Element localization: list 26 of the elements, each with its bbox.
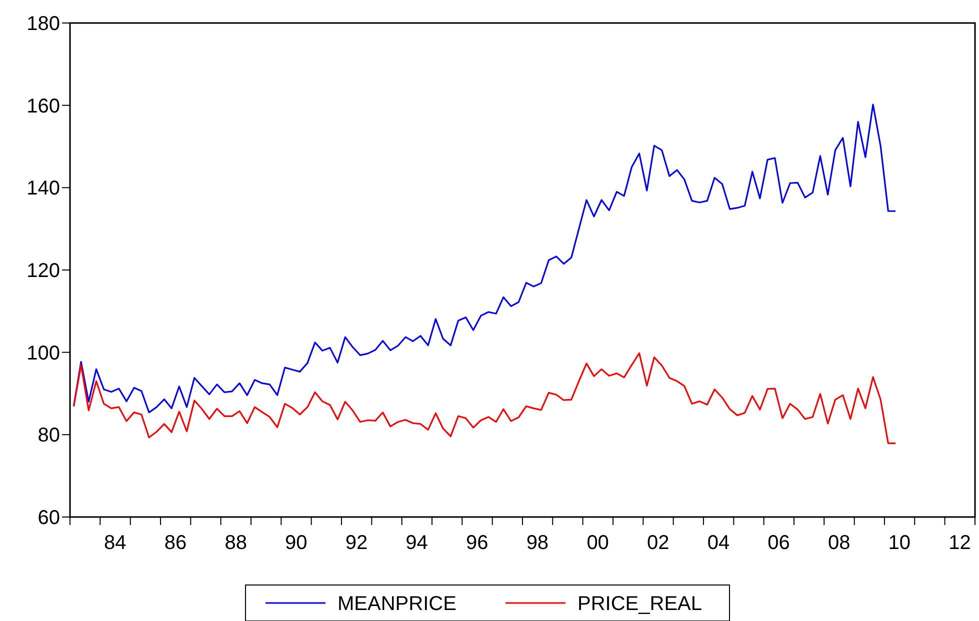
y-tick-label: 80 bbox=[38, 424, 60, 447]
y-tick-label: 140 bbox=[26, 178, 60, 200]
x-tick-label: 10 bbox=[888, 532, 911, 554]
line-series bbox=[72, 104, 896, 414]
x-tick-label: 84 bbox=[104, 532, 126, 554]
x-tick-label: 88 bbox=[224, 532, 247, 554]
legend-label: PRICE_REAL bbox=[578, 593, 702, 615]
legend-label: MEANPRICE bbox=[338, 593, 456, 615]
x-tick-label: 00 bbox=[586, 532, 609, 554]
x-tick-label: 92 bbox=[345, 532, 368, 554]
x-tick-label: 98 bbox=[526, 532, 549, 554]
x-tick-label: 08 bbox=[828, 532, 850, 554]
x-tick-label: 90 bbox=[285, 532, 308, 554]
y-tick-label: 180 bbox=[26, 13, 60, 35]
x-tick-label: 94 bbox=[406, 532, 428, 554]
y-tick-label: 160 bbox=[26, 95, 60, 118]
x-tick-label: 12 bbox=[948, 532, 971, 554]
x-tick-label: 06 bbox=[768, 532, 790, 554]
y-tick-label: 120 bbox=[26, 260, 60, 282]
y-tick-label: 60 bbox=[38, 507, 60, 529]
line-series bbox=[72, 352, 896, 444]
x-tick-label: 02 bbox=[646, 532, 670, 554]
y-tick-label: 100 bbox=[26, 342, 60, 364]
x-tick-label: 86 bbox=[164, 532, 187, 554]
x-tick-label: 04 bbox=[707, 532, 730, 554]
x-tick-label: 96 bbox=[466, 532, 488, 554]
